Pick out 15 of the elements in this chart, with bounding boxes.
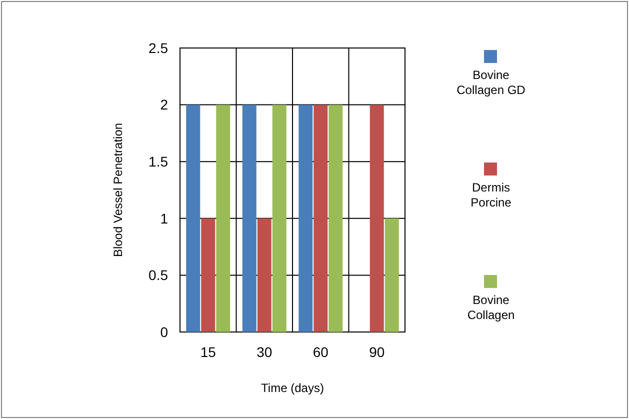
x-tick-label: 90 xyxy=(369,344,385,360)
legend-label: Dermis Porcine xyxy=(470,180,512,210)
y-tick-label: 0.5 xyxy=(148,267,168,284)
legend-label: Bovine Collagen xyxy=(467,293,515,322)
y-tick-label: 0 xyxy=(160,324,168,340)
x-tick-label: 15 xyxy=(200,344,216,360)
y-tick-label: 2 xyxy=(160,96,168,113)
y-axis-title: Blood Vessel Penetration xyxy=(111,122,125,258)
y-tick-label: 1.5 xyxy=(148,154,168,170)
x-tick-label: 30 xyxy=(256,344,272,360)
legend-label: Bovine Collagen GD xyxy=(456,68,526,97)
x-axis-title: Time (days) xyxy=(261,381,324,395)
y-tick-label: 2.5 xyxy=(148,40,168,56)
x-tick-label: 60 xyxy=(312,344,329,360)
y-tick-label: 1 xyxy=(160,210,168,226)
